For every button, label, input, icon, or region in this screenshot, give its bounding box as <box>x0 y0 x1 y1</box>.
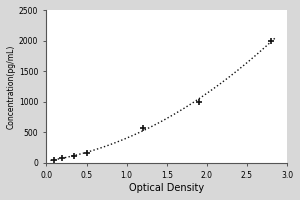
Y-axis label: Concentration(pg/mL): Concentration(pg/mL) <box>7 45 16 129</box>
X-axis label: Optical Density: Optical Density <box>129 183 204 193</box>
